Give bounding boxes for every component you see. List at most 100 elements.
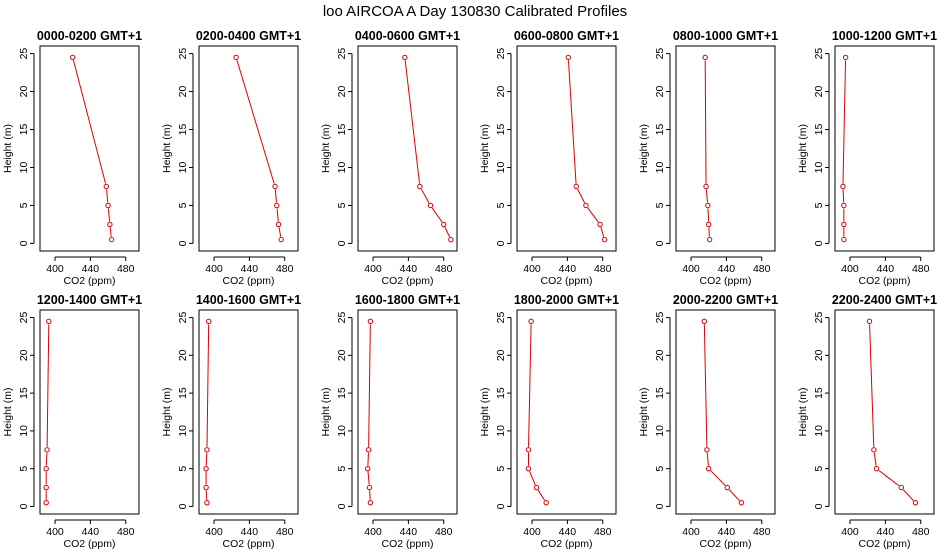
- data-point: [840, 183, 846, 190]
- plot-frame: [834, 45, 935, 252]
- data-point: [206, 318, 212, 325]
- data-point: [203, 465, 209, 472]
- data-point: [841, 236, 847, 243]
- data-point: [70, 54, 76, 61]
- data-point: [583, 202, 589, 209]
- profile-segment: [46, 324, 50, 447]
- data-point: [367, 499, 374, 506]
- plot-frame: [198, 309, 299, 515]
- y-tick-label: 25: [495, 48, 507, 60]
- x-tick-label: 400: [364, 526, 382, 538]
- data-point: [272, 183, 278, 190]
- y-tick-label: 15: [18, 387, 30, 399]
- data-point: [43, 499, 49, 506]
- figure-title: loo AIRCOA A Day 130830 Calibrated Profi…: [323, 3, 627, 20]
- x-tick-label: 400: [523, 263, 541, 275]
- y-tick-label: 0: [336, 240, 348, 246]
- y-tick-label: 15: [336, 124, 348, 136]
- data-point: [898, 484, 904, 491]
- plot-frame: [516, 45, 617, 252]
- y-tick-label: 20: [177, 86, 189, 98]
- y-axis-label: Height (m): [161, 124, 173, 173]
- y-tick-label: 25: [654, 48, 666, 60]
- y-tick-label: 0: [654, 503, 666, 509]
- x-tick-label: 440: [877, 263, 895, 275]
- data-point: [367, 318, 374, 325]
- y-tick-label: 5: [654, 202, 666, 208]
- y-tick-label: 10: [813, 425, 825, 437]
- x-axis-label: CO2 (ppm): [859, 538, 911, 550]
- y-tick-label: 0: [177, 503, 189, 509]
- y-axis-label: Height (m): [2, 387, 14, 436]
- y-tick-label: 20: [336, 86, 348, 98]
- profile-segment: [537, 489, 545, 501]
- y-tick-label: 20: [654, 86, 666, 98]
- x-tick-label: 440: [877, 526, 895, 538]
- profile-segment: [707, 208, 710, 222]
- data-point: [842, 54, 849, 61]
- data-point: [705, 202, 711, 209]
- data-point: [204, 447, 210, 453]
- profile-segment: [600, 227, 605, 237]
- panel-title: 0200-0400 GMT+1: [196, 29, 301, 43]
- y-tick-label: 15: [813, 387, 825, 399]
- x-axis-label: CO2 (ppm): [382, 538, 434, 550]
- x-axis-label: CO2 (ppm): [223, 275, 275, 287]
- y-tick-label: 15: [177, 387, 189, 399]
- y-tick-label: 10: [18, 425, 30, 437]
- data-point: [533, 484, 540, 491]
- x-tick-label: 400: [523, 526, 541, 538]
- data-point: [365, 447, 372, 453]
- y-tick-label: 10: [336, 425, 348, 437]
- y-tick-label: 25: [813, 48, 825, 60]
- data-point: [866, 318, 873, 325]
- data-point: [43, 465, 49, 472]
- profile-segment: [842, 60, 847, 184]
- profile-segment: [703, 324, 708, 447]
- y-tick-label: 0: [495, 240, 507, 246]
- profile-segment: [878, 470, 900, 487]
- profile-segment: [404, 60, 421, 184]
- y-tick-label: 20: [18, 86, 30, 98]
- plot-frame: [357, 45, 458, 252]
- x-tick-label: 440: [241, 526, 259, 538]
- y-tick-label: 25: [495, 312, 507, 324]
- x-axis-label: CO2 (ppm): [700, 538, 752, 550]
- profile-segment: [72, 60, 107, 184]
- y-tick-label: 5: [813, 466, 825, 472]
- profile-segment: [107, 208, 111, 222]
- y-axis-label: Height (m): [638, 124, 650, 173]
- profile-segment: [236, 60, 275, 184]
- y-tick-label: 20: [18, 349, 30, 361]
- y-tick-label: 25: [654, 312, 666, 324]
- y-axis-label: Height (m): [797, 387, 809, 436]
- y-tick-label: 10: [336, 161, 348, 173]
- plot-frame: [834, 309, 935, 515]
- x-tick-label: 440: [718, 263, 736, 275]
- x-axis-label: CO2 (ppm): [64, 538, 116, 550]
- profile-segment: [902, 489, 914, 501]
- x-tick-label: 480: [594, 263, 612, 275]
- plot-frame: [516, 309, 617, 515]
- data-point: [402, 54, 408, 61]
- data-point: [44, 447, 50, 453]
- data-point: [702, 54, 708, 61]
- data-point: [724, 484, 730, 491]
- data-point: [912, 499, 919, 506]
- y-tick-label: 5: [177, 202, 189, 208]
- y-tick-label: 10: [654, 425, 666, 437]
- data-point: [365, 465, 371, 472]
- x-tick-label: 400: [364, 263, 382, 275]
- data-point: [841, 202, 847, 209]
- y-axis-label: Height (m): [479, 124, 491, 173]
- y-tick-label: 20: [813, 86, 825, 98]
- profile-segment: [869, 324, 875, 447]
- profile-segment: [205, 452, 208, 466]
- profile-segment: [276, 208, 279, 222]
- y-tick-label: 10: [18, 161, 30, 173]
